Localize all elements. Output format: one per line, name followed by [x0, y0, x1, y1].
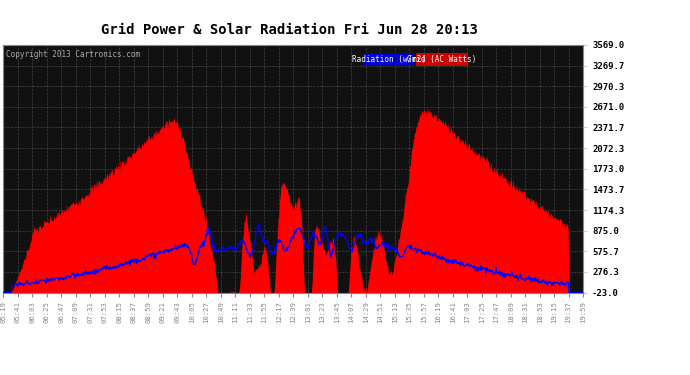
Text: Grid Power & Solar Radiation Fri Jun 28 20:13: Grid Power & Solar Radiation Fri Jun 28 … — [101, 22, 478, 36]
Text: Radiation (w/m2): Radiation (w/m2) — [351, 56, 426, 64]
Text: Copyright 2013 Cartronics.com: Copyright 2013 Cartronics.com — [6, 50, 141, 59]
FancyBboxPatch shape — [416, 53, 468, 66]
FancyBboxPatch shape — [363, 53, 414, 66]
Text: Grid (AC Watts): Grid (AC Watts) — [408, 56, 477, 64]
